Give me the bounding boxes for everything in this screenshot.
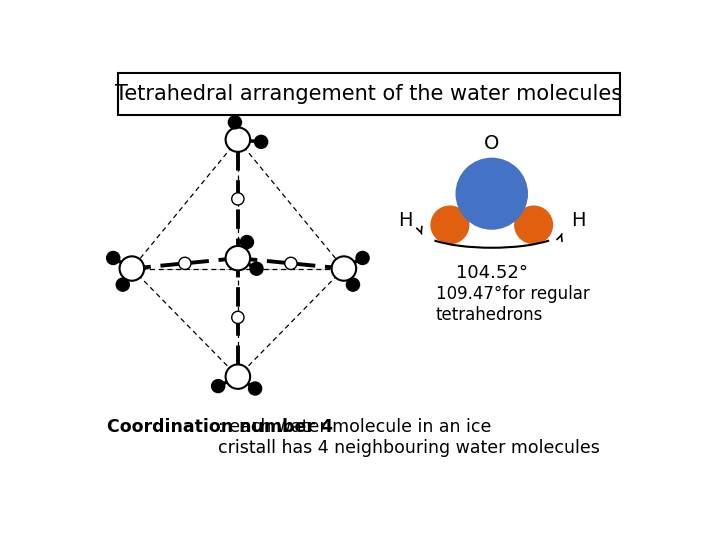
Ellipse shape [115, 278, 130, 292]
Ellipse shape [240, 235, 254, 249]
Ellipse shape [225, 364, 250, 389]
Ellipse shape [232, 311, 244, 323]
Ellipse shape [431, 206, 469, 244]
Ellipse shape [514, 206, 553, 244]
Ellipse shape [456, 158, 528, 230]
Ellipse shape [284, 257, 297, 269]
Text: Tetrahedral arrangement of the water molecules: Tetrahedral arrangement of the water mol… [115, 84, 623, 104]
Ellipse shape [248, 381, 262, 396]
Ellipse shape [332, 256, 356, 281]
Text: : each water molecule in an ice
cristall has 4 neighbouring water molecules: : each water molecule in an ice cristall… [218, 418, 600, 457]
Ellipse shape [228, 115, 242, 130]
Text: 104.52°: 104.52° [456, 265, 528, 282]
Ellipse shape [346, 278, 360, 292]
Ellipse shape [254, 134, 269, 149]
Ellipse shape [106, 251, 120, 265]
Text: H: H [571, 211, 585, 230]
Ellipse shape [211, 379, 225, 393]
Ellipse shape [249, 261, 264, 276]
Text: H: H [398, 211, 413, 230]
Text: Coordination number 4: Coordination number 4 [107, 418, 333, 436]
Text: O: O [484, 134, 500, 153]
Ellipse shape [225, 127, 250, 152]
Text: 109.47°for regular
tetrahedrons: 109.47°for regular tetrahedrons [436, 285, 590, 324]
Ellipse shape [120, 256, 144, 281]
Ellipse shape [179, 257, 191, 269]
Ellipse shape [355, 251, 370, 265]
Ellipse shape [225, 246, 250, 271]
Ellipse shape [232, 193, 244, 205]
Bar [118, 73, 620, 114]
